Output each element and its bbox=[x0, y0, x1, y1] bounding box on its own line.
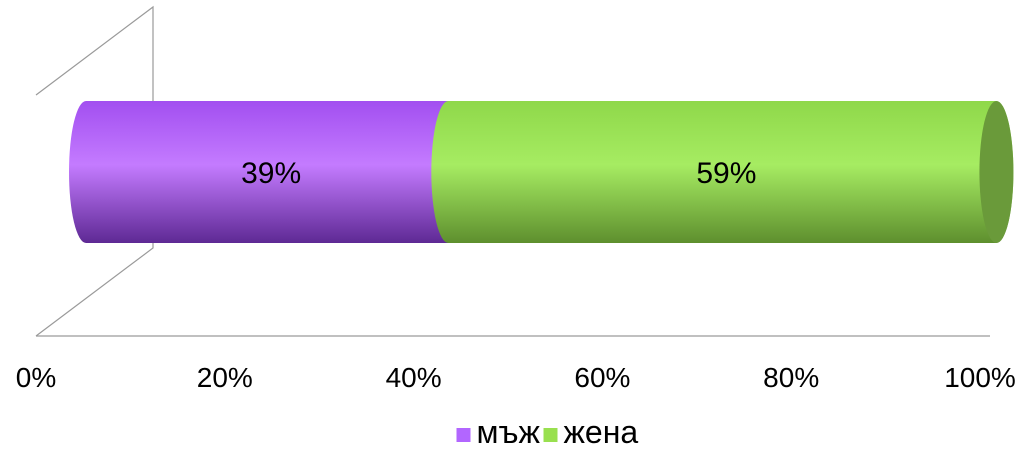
legend-label: жена bbox=[564, 414, 639, 450]
x-axis-tick-labels: 0% 20% 40% 60% 80% 100% bbox=[16, 362, 1016, 393]
legend-swatch bbox=[456, 428, 471, 442]
x-tick-label: 40% bbox=[386, 362, 442, 393]
x-tick-label: 100% bbox=[944, 362, 1016, 393]
bar-body-2 bbox=[431, 101, 1014, 243]
legend-swatch bbox=[543, 428, 558, 442]
bar-end-cap bbox=[979, 101, 1014, 243]
x-tick-label: 60% bbox=[574, 362, 630, 393]
bar-body-1 bbox=[69, 101, 466, 243]
x-tick-label: 20% bbox=[197, 362, 253, 393]
bar-group: 39% 59% bbox=[69, 101, 1014, 243]
legend-item-1: мъж bbox=[456, 414, 541, 450]
x-tick-label: 0% bbox=[16, 362, 56, 393]
x-tick-label: 80% bbox=[763, 362, 819, 393]
legend-label: мъж bbox=[477, 414, 541, 450]
bar-segment-2: 59% bbox=[431, 101, 1014, 243]
bar-segment-1: 39% bbox=[69, 101, 466, 243]
legend-item-2: жена bbox=[543, 414, 639, 450]
data-label-1: 39% bbox=[241, 157, 301, 190]
data-label-2: 59% bbox=[696, 157, 756, 190]
legend: мъж жена bbox=[456, 414, 639, 450]
